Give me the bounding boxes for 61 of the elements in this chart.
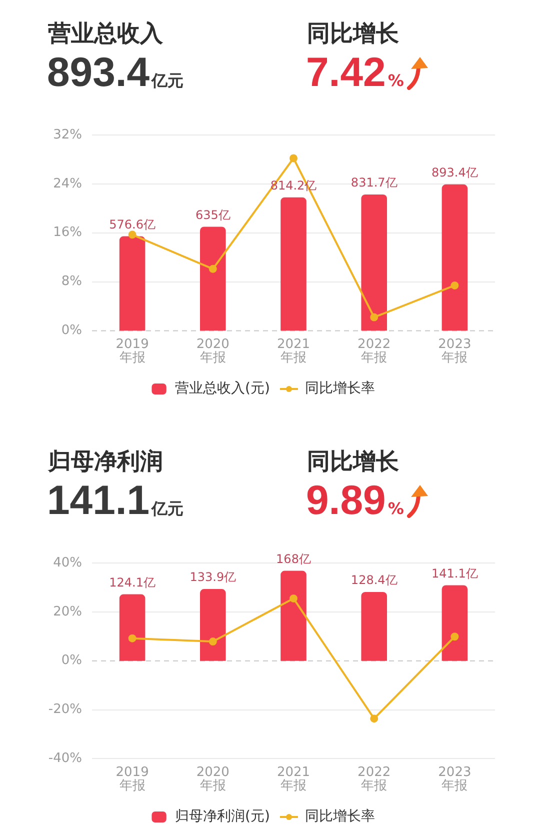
- x-tick-label: 2023 年报: [438, 336, 472, 366]
- data-label: 168亿: [276, 552, 311, 566]
- chart-subtitle: 141.1亿元: [47, 477, 184, 524]
- y-tick-label: 16%: [53, 225, 82, 240]
- y-tick-label: 24%: [53, 176, 82, 192]
- bar: [361, 194, 387, 331]
- bar: [119, 236, 146, 331]
- text: 同比增长: [307, 20, 399, 49]
- x-tick-label: 2021 年报: [276, 336, 310, 366]
- point: [128, 230, 136, 239]
- point: [290, 594, 298, 602]
- legend-label: 归母净利润(元): [175, 808, 270, 825]
- data-label: 635亿: [195, 208, 230, 222]
- y-tick-label: 20%: [53, 604, 82, 620]
- y-tick-label: -20%: [48, 702, 82, 718]
- x-tick-label: 2021 年报: [276, 764, 310, 794]
- y-tick-label: 0%: [61, 323, 82, 338]
- bar: [361, 592, 387, 661]
- x-tick-label: 2020 年报: [196, 764, 230, 794]
- data-label: 128.4亿: [350, 573, 398, 588]
- point: [450, 632, 459, 641]
- y-tick-label: 0%: [61, 653, 82, 668]
- y-tick-label: -40%: [48, 751, 82, 766]
- legend-label: 同比增长率: [304, 808, 375, 825]
- text: 9.89%: [306, 477, 404, 524]
- data-label: 576.6亿: [109, 217, 156, 232]
- legend-label: 同比增长率: [304, 380, 375, 397]
- bar: [200, 226, 226, 331]
- y-tick-label: 8%: [61, 274, 82, 290]
- data-label: 831.7亿: [350, 176, 398, 190]
- bar: [442, 585, 468, 661]
- bar: [280, 197, 306, 331]
- point: [208, 264, 217, 273]
- x-tick-label: 2020 年报: [196, 336, 230, 366]
- legend-label: 营业总收入(元): [175, 380, 270, 397]
- data-label: 893.4亿: [432, 166, 478, 180]
- point: [128, 634, 136, 642]
- chart-title: 营业总收入: [48, 20, 163, 49]
- chart-subtitle: 893.4亿元: [47, 49, 184, 96]
- text: 7.42%: [306, 49, 404, 96]
- data-label: 133.9亿: [190, 570, 236, 584]
- point: [290, 154, 298, 162]
- point: [370, 313, 378, 322]
- x-tick-label: 2022 年报: [358, 764, 391, 794]
- bar: [119, 594, 146, 661]
- point: [370, 714, 378, 723]
- point: [208, 638, 217, 646]
- x-tick-label: 2023 年报: [438, 764, 472, 794]
- x-tick-label: 2019 年报: [116, 336, 149, 366]
- x-tick-label: 2022 年报: [358, 336, 391, 366]
- data-label: 141.1亿: [432, 566, 478, 580]
- chart-title: 归母净利润: [48, 448, 163, 477]
- bar: [200, 589, 226, 661]
- y-tick-label: 40%: [53, 555, 82, 570]
- text: 同比增长: [307, 448, 399, 477]
- bar: [442, 184, 468, 331]
- point: [450, 281, 459, 290]
- x-tick-label: 2019 年报: [116, 764, 149, 794]
- bar: [280, 570, 306, 661]
- data-label: 124.1亿: [109, 575, 156, 590]
- y-tick-label: 32%: [53, 127, 82, 142]
